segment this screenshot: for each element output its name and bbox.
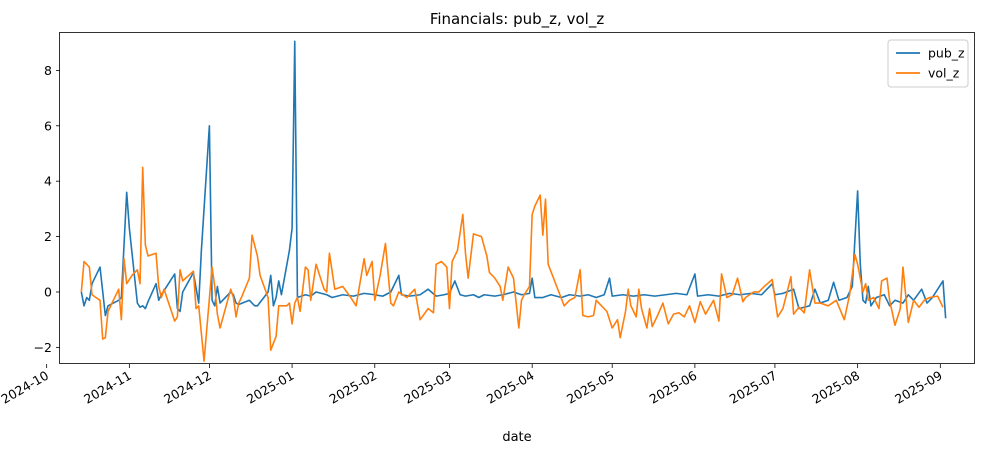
plot-frame [59, 32, 975, 364]
legend-box [887, 39, 969, 88]
y-axis: −2 0 2 4 6 8 [34, 63, 60, 355]
chart-title: Financials: pub_z, vol_z [430, 10, 605, 29]
legend-label-pub_z: pub_z [928, 46, 965, 61]
y-tick-label: 6 [44, 118, 52, 133]
y-tick-label: 8 [44, 63, 52, 78]
x-axis-label: date [502, 430, 531, 445]
legend: pub_z vol_z [887, 39, 969, 88]
legend-label-vol_z: vol_z [928, 66, 960, 81]
y-tick-label: 4 [44, 174, 52, 189]
series-layer [80, 40, 947, 363]
series-line-vol_z [80, 166, 944, 363]
y-tick-label: 2 [44, 229, 52, 244]
y-tick-label: 0 [44, 284, 52, 299]
series-line-pub_z [80, 40, 947, 319]
y-tick-label: −2 [34, 340, 52, 355]
